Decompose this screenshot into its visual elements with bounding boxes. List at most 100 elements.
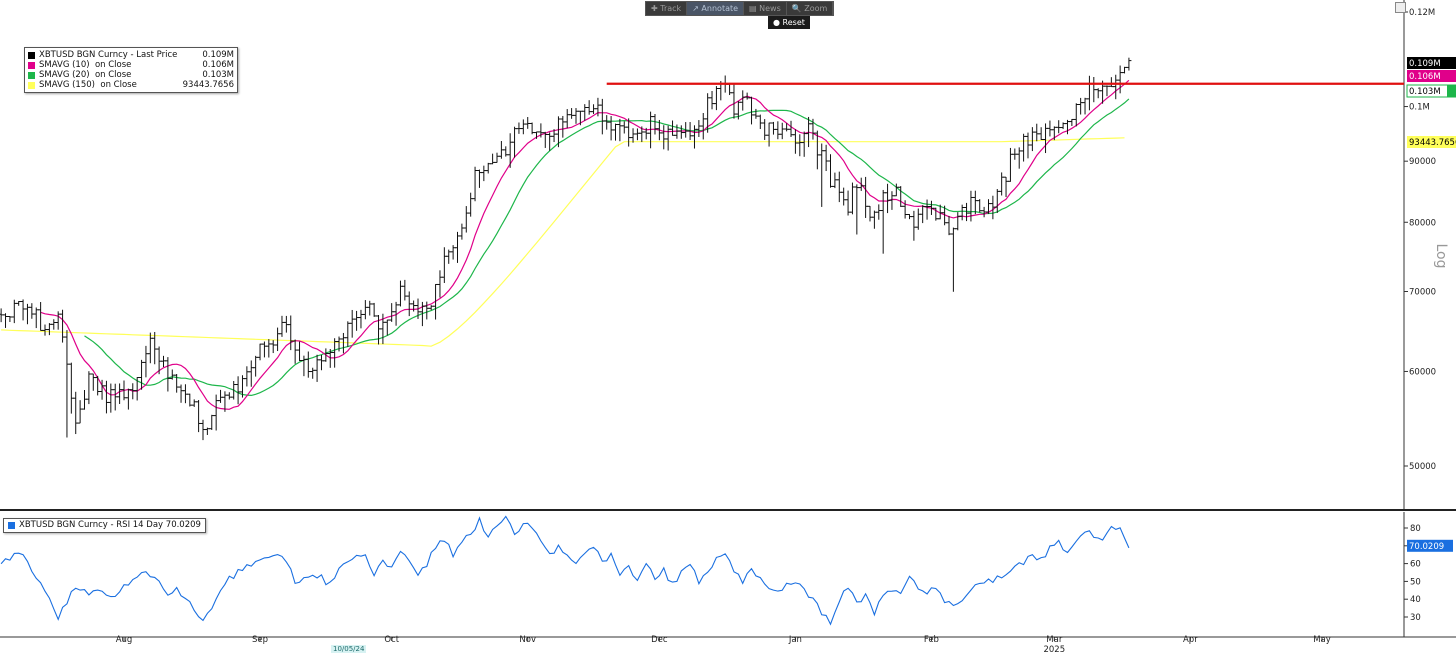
ohlc-bar	[310, 367, 316, 379]
ohlc-bar	[200, 419, 206, 441]
ohlc-bar	[705, 93, 711, 133]
value-tag-label: 0.106M	[1409, 72, 1441, 82]
ohlc-bar	[7, 316, 13, 323]
price-tick-label: 80000	[1409, 218, 1436, 228]
ohlc-bar	[797, 134, 803, 157]
ohlc-bar	[569, 108, 575, 119]
ohlc-bar	[1060, 122, 1066, 130]
ohlc-bar	[77, 400, 83, 424]
rsi-line	[0, 515, 1130, 626]
ohlc-bar	[152, 331, 158, 365]
ohlc-bar	[297, 341, 303, 362]
ohlc-bar	[744, 92, 750, 100]
ohlc-bar	[700, 112, 706, 140]
ohlc-bar	[911, 210, 917, 241]
ohlc-bar	[885, 183, 891, 214]
value-tag-bg	[1407, 57, 1456, 69]
time-tick-label: Apr	[1183, 635, 1198, 645]
ohlc-bar	[367, 300, 373, 316]
ohlc-bar	[955, 212, 961, 231]
legend-swatch	[28, 71, 35, 79]
ohlc-bar	[1091, 76, 1097, 103]
ohlc-bar	[38, 302, 44, 331]
ohlc-bar	[60, 309, 66, 343]
ohlc-bar	[1104, 85, 1110, 97]
time-tick-label: Nov	[519, 635, 536, 645]
legend-item-value: 93443.7656	[182, 80, 234, 90]
expand-icon[interactable]	[1395, 2, 1406, 13]
ohlc-bar	[1012, 148, 1018, 160]
ohlc-bar	[564, 109, 570, 129]
ohlc-bar	[582, 104, 588, 121]
ohlc-bar	[841, 187, 847, 206]
ohlc-bar	[845, 190, 851, 216]
ohlc-bar	[1038, 127, 1044, 140]
ohlc-bar	[713, 86, 719, 111]
ohlc-bar	[915, 208, 921, 230]
ohlc-bar	[406, 291, 412, 317]
ohlc-bar	[880, 189, 886, 254]
legend-swatch	[8, 522, 15, 529]
ohlc-bar	[586, 100, 592, 115]
ohlc-bar	[397, 280, 403, 307]
time-tick-label: Oct	[384, 635, 399, 645]
ohlc-bar	[665, 125, 671, 151]
ohlc-bar	[362, 300, 368, 320]
ohlc-bar	[204, 427, 210, 435]
ohlc-bar	[244, 366, 250, 387]
zoom-button[interactable]: 🔍 Zoom	[787, 2, 834, 15]
rsi-legend[interactable]: XBTUSD BGN Curncy - RSI 14 Day 70.0209	[3, 518, 206, 533]
ohlc-bar	[498, 141, 504, 159]
ohlc-bar	[1113, 74, 1119, 100]
legend-item-value: 0.109M	[202, 50, 234, 60]
ohlc-bar	[740, 90, 746, 111]
ohlc-bar	[946, 215, 952, 236]
ohlc-bar	[33, 307, 39, 329]
ohlc-bar	[950, 227, 956, 292]
ohlc-bar	[608, 116, 614, 141]
track-button[interactable]: ✚ Track	[646, 2, 688, 15]
ohlc-bar	[990, 195, 996, 220]
ohlc-bar	[301, 355, 307, 377]
value-tag-label: 93443.7656	[1409, 138, 1456, 148]
ohlc-bar	[863, 176, 869, 218]
ohlc-bar	[51, 319, 57, 330]
annotate-button[interactable]: ↗ Annotate	[687, 2, 745, 15]
legend-item-smavg-150: SMAVG (150) on Close 93443.7656	[28, 80, 234, 90]
ohlc-bar	[1126, 57, 1132, 71]
rsi-tick-label: 40	[1410, 595, 1421, 605]
ohlc-bar	[279, 315, 285, 337]
price-legend[interactable]: XBTUSD BGN Curncy - Last Price 0.109M SM…	[24, 47, 238, 93]
ohlc-bar	[248, 360, 254, 387]
ohlc-bar	[849, 182, 855, 215]
ohlc-bar	[20, 299, 26, 321]
ohlc-bar	[749, 96, 755, 125]
time-tick-label: Dec	[651, 635, 668, 645]
ohlc-bar	[801, 131, 807, 157]
time-tick-label: Aug	[116, 635, 133, 645]
reset-button[interactable]: ● Reset	[768, 16, 810, 29]
ohlc-bar	[516, 122, 522, 134]
price-tick-label: 90000	[1409, 157, 1436, 167]
ohlc-bar	[16, 301, 22, 306]
ohlc-bar	[977, 199, 983, 213]
ohlc-bar	[507, 133, 513, 168]
ohlc-bar	[503, 146, 509, 157]
ohlc-bar	[3, 313, 9, 328]
ohlc-bar	[358, 309, 364, 329]
ohlc-bar	[867, 205, 873, 222]
ohlc-bar	[389, 303, 395, 322]
legend-item-smavg-10: SMAVG (10) on Close 0.106M	[28, 60, 234, 70]
ohlc-bar	[125, 388, 131, 410]
ohlc-bar	[621, 121, 627, 134]
ohlc-bar	[314, 354, 320, 382]
ohlc-bar	[450, 245, 456, 260]
value-tag-label: 0.109M	[1409, 59, 1441, 69]
news-button[interactable]: ▤ News	[744, 2, 787, 15]
legend-item-label: XBTUSD BGN Curncy - Last Price	[39, 50, 178, 60]
ohlc-bar	[1047, 120, 1053, 137]
ohlc-bar	[858, 177, 864, 191]
ohlc-bar	[1122, 66, 1128, 74]
ohlc-bar	[876, 204, 882, 220]
